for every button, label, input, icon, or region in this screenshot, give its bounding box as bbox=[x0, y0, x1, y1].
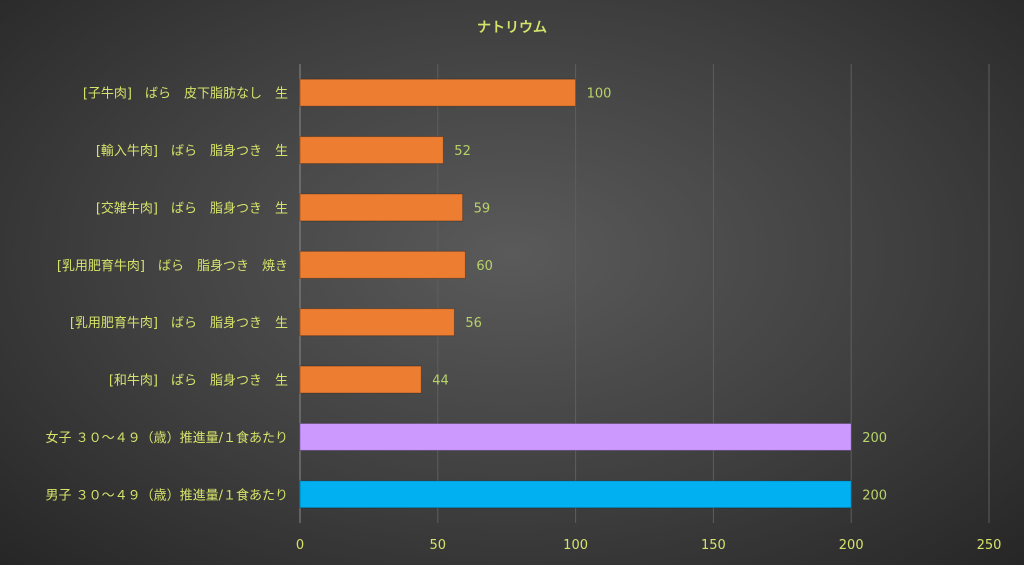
data-label: 59 bbox=[474, 201, 491, 216]
data-label: 60 bbox=[476, 259, 493, 274]
category-label: [交雑牛肉] ばら 脂身つき 生 bbox=[96, 200, 288, 216]
data-label: 200 bbox=[862, 431, 887, 446]
category-label: [乳用肥育牛肉] ばら 脂身つき 焼き bbox=[57, 258, 288, 274]
data-label: 44 bbox=[432, 374, 449, 389]
data-label: 100 bbox=[587, 87, 612, 102]
bar bbox=[299, 308, 455, 337]
category-label: [輸入牛肉] ばら 脂身つき 生 bbox=[96, 143, 288, 159]
bar bbox=[299, 193, 464, 222]
x-tick-label: 100 bbox=[563, 538, 588, 553]
x-tick-label: 150 bbox=[701, 538, 726, 553]
label-layer: [子牛肉] ばら 皮下脂肪なし 生 100 [輸入牛肉] ばら 脂身つき 生 52 [交… bbox=[45, 86, 887, 504]
bar bbox=[299, 480, 852, 509]
bar bbox=[299, 250, 466, 279]
data-label: 52 bbox=[454, 144, 471, 159]
x-tick-label: 250 bbox=[977, 538, 1002, 553]
category-label: 女子 ３０～４９（歳）推進量/１食あたり bbox=[45, 430, 288, 446]
tick-layer: 0 50 100 150 200 250 bbox=[296, 538, 1002, 553]
grid-layer bbox=[299, 64, 990, 523]
category-label: [乳用肥育牛肉] ばら 脂身つき 生 bbox=[70, 315, 288, 331]
chart-title: ナトリウム bbox=[477, 20, 547, 36]
bar bbox=[299, 365, 422, 394]
bar bbox=[299, 78, 577, 107]
data-label: 200 bbox=[862, 488, 887, 503]
bar bbox=[299, 422, 852, 451]
bar bbox=[299, 136, 444, 165]
x-tick-label: 50 bbox=[430, 538, 447, 553]
x-tick-label: 200 bbox=[839, 538, 864, 553]
x-tick-label: 0 bbox=[296, 538, 304, 553]
category-label: [子牛肉] ばら 皮下脂肪なし 生 bbox=[83, 86, 288, 102]
bar-layer bbox=[299, 78, 852, 509]
category-label: 男子 ３０～４９（歳）推進量/１食あたり bbox=[45, 487, 288, 503]
category-label: [和牛肉] ばら 脂身つき 生 bbox=[109, 373, 288, 389]
data-label: 56 bbox=[465, 316, 482, 331]
